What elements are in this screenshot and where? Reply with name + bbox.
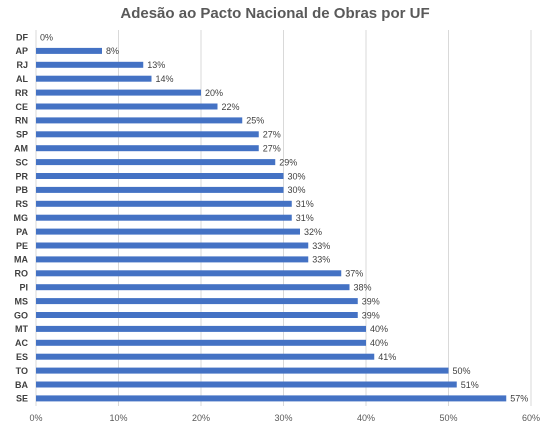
bar xyxy=(36,159,276,166)
data-label: 30% xyxy=(288,185,306,195)
x-axis-ticks: 0% 10% 20% 30% 40% 50% 60% xyxy=(29,413,540,423)
category-label: MT xyxy=(15,324,28,334)
x-tick-label: 30% xyxy=(274,413,292,423)
category-label: RJ xyxy=(16,60,28,70)
bar xyxy=(36,270,342,277)
category-label: ES xyxy=(16,352,28,362)
x-tick-label: 40% xyxy=(357,413,375,423)
category-label: SC xyxy=(15,157,28,167)
category-label: PR xyxy=(15,171,28,181)
bar xyxy=(36,75,152,82)
bar xyxy=(36,61,144,68)
data-label: 13% xyxy=(147,60,165,70)
data-label: 39% xyxy=(362,296,380,306)
bar xyxy=(36,242,309,249)
data-label: 40% xyxy=(370,338,388,348)
data-label: 31% xyxy=(296,199,314,209)
category-label: PI xyxy=(19,283,28,293)
data-label: 50% xyxy=(453,366,471,376)
category-label: PE xyxy=(16,241,28,251)
category-label: AM xyxy=(14,144,28,154)
data-label: 41% xyxy=(378,352,396,362)
data-label: 27% xyxy=(263,130,281,140)
category-label: GO xyxy=(14,310,28,320)
category-label: AL xyxy=(16,74,28,84)
x-tick-label: 20% xyxy=(192,413,210,423)
data-label: 33% xyxy=(312,241,330,251)
bar xyxy=(36,298,358,305)
x-tick-label: 50% xyxy=(439,413,457,423)
bar xyxy=(36,367,449,374)
data-label: 57% xyxy=(510,394,528,404)
bar xyxy=(36,312,358,318)
data-label: 30% xyxy=(288,171,306,181)
data-label: 25% xyxy=(246,116,264,126)
data-label: 31% xyxy=(296,213,314,223)
data-label: 40% xyxy=(370,324,388,334)
category-labels: DF AP RJ AL RR CE RN SP AM SC PR PB RS MG PA PE MA RO PI MS… xyxy=(14,32,29,403)
data-label: 14% xyxy=(156,74,174,84)
category-label: MS xyxy=(15,296,29,306)
category-label: MG xyxy=(14,213,29,223)
category-label: PA xyxy=(16,227,28,237)
data-label: 22% xyxy=(222,102,240,112)
x-tick-label: 60% xyxy=(522,413,540,423)
bar xyxy=(36,103,218,110)
data-labels: 0% 8% 13% 14% 20% 22% 25% 27% 27% 29% 30% 30% 31% 31%… xyxy=(40,32,528,403)
category-label: PB xyxy=(15,185,28,195)
bar xyxy=(36,325,366,332)
category-label: SE xyxy=(16,394,28,404)
data-label: 20% xyxy=(205,88,223,98)
bar xyxy=(36,381,457,388)
data-label: 29% xyxy=(279,157,297,167)
bar xyxy=(36,117,243,124)
bar xyxy=(36,284,350,291)
bar xyxy=(36,228,300,235)
bar xyxy=(36,186,284,193)
bar xyxy=(36,353,375,360)
bar xyxy=(36,395,507,402)
bars xyxy=(36,47,507,402)
bar xyxy=(36,173,284,179)
category-label: CE xyxy=(15,102,28,112)
data-label: 0% xyxy=(40,32,53,42)
bar xyxy=(36,214,292,221)
data-label: 32% xyxy=(304,227,322,237)
category-label: RN xyxy=(15,116,28,126)
category-label: AC xyxy=(15,338,28,348)
category-label: AP xyxy=(15,46,28,56)
category-label: RR xyxy=(15,88,28,98)
data-label: 37% xyxy=(345,269,363,279)
data-label: 51% xyxy=(461,380,479,390)
data-label: 8% xyxy=(106,46,119,56)
x-tick-label: 10% xyxy=(109,413,127,423)
bar xyxy=(36,200,292,207)
data-label: 33% xyxy=(312,255,330,265)
data-label: 39% xyxy=(362,310,380,320)
bar xyxy=(36,89,201,96)
data-label: 27% xyxy=(263,144,281,154)
bar xyxy=(36,145,259,152)
x-tick-label: 0% xyxy=(29,413,42,423)
bar xyxy=(36,339,366,346)
category-label: DF xyxy=(16,32,28,42)
category-label: RO xyxy=(15,269,29,279)
category-label: BA xyxy=(15,380,28,390)
bar xyxy=(36,131,259,138)
category-label: MA xyxy=(14,255,28,265)
data-label: 38% xyxy=(354,283,372,293)
bar xyxy=(36,47,102,54)
chart-title: Adesão ao Pacto Nacional de Obras por UF xyxy=(120,5,430,22)
category-label: SP xyxy=(16,130,28,140)
category-label: RS xyxy=(15,199,28,209)
bar xyxy=(36,256,309,263)
category-label: TO xyxy=(16,366,28,376)
